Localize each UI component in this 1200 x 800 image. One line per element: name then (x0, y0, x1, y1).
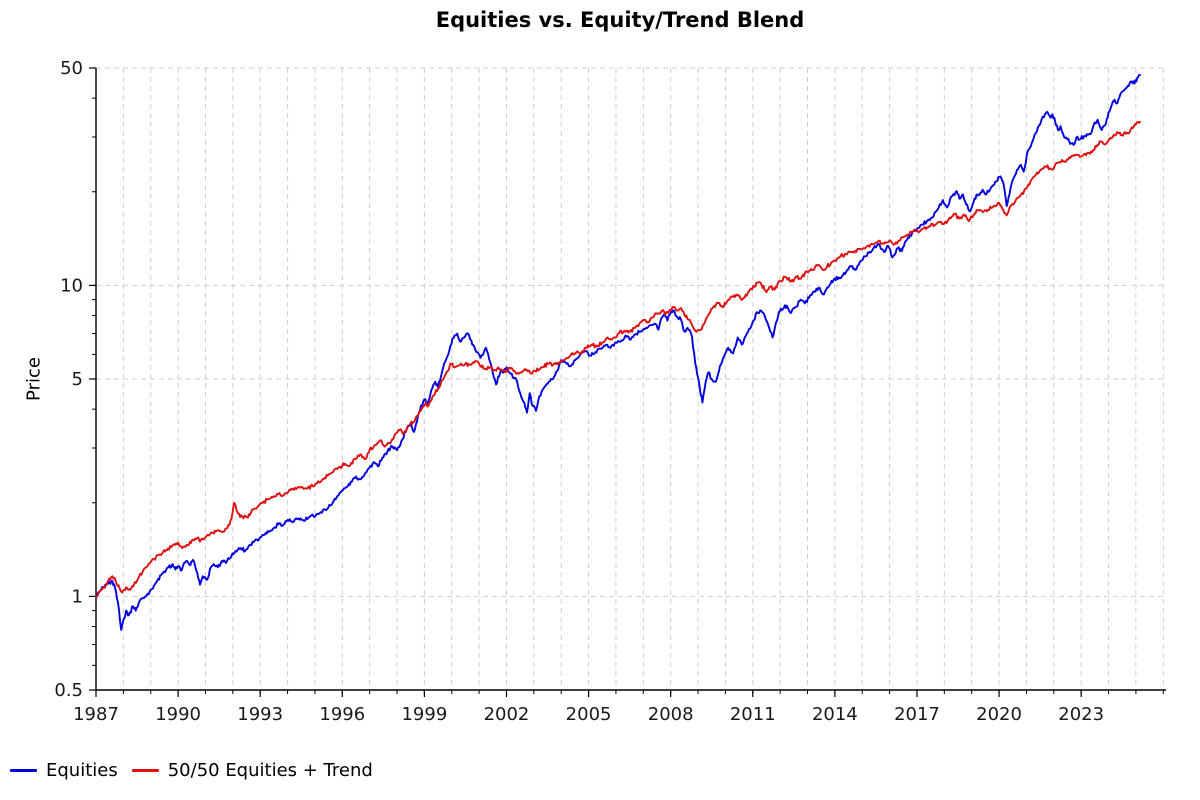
svg-text:5: 5 (72, 369, 83, 390)
legend-label-blend: 50/50 Equities + Trend (167, 760, 373, 781)
svg-text:2020: 2020 (976, 704, 1022, 725)
svg-text:2023: 2023 (1058, 704, 1104, 725)
svg-text:2005: 2005 (566, 704, 612, 725)
svg-text:2014: 2014 (812, 704, 858, 725)
legend-line-equities-icon (10, 769, 37, 772)
svg-text:1987: 1987 (73, 704, 119, 725)
svg-text:1996: 1996 (319, 704, 365, 725)
svg-text:2017: 2017 (894, 704, 940, 725)
svg-text:1999: 1999 (401, 704, 447, 725)
svg-text:10: 10 (60, 275, 83, 296)
legend-line-blend-icon (131, 769, 159, 772)
legend-item-blend: 50/50 Equities + Trend (131, 760, 373, 781)
svg-text:2008: 2008 (648, 704, 694, 725)
legend-label-equities: Equities (46, 760, 118, 781)
svg-text:1: 1 (72, 586, 83, 607)
svg-text:0.5: 0.5 (54, 680, 83, 701)
legend-item-equities: Equities (10, 760, 118, 781)
svg-text:1993: 1993 (237, 704, 283, 725)
svg-text:2002: 2002 (484, 704, 530, 725)
legend: Equities 50/50 Equities + Trend (10, 760, 373, 781)
svg-text:50: 50 (60, 58, 83, 79)
chart-title: Equities vs. Equity/Trend Blend (435, 8, 805, 32)
svg-text:2011: 2011 (730, 704, 776, 725)
plot-area: 50 10 5 1 0.5 1987 1990 1993 1996 1999 2002 2005 200… (54, 58, 1166, 725)
svg-text:1990: 1990 (155, 704, 201, 725)
